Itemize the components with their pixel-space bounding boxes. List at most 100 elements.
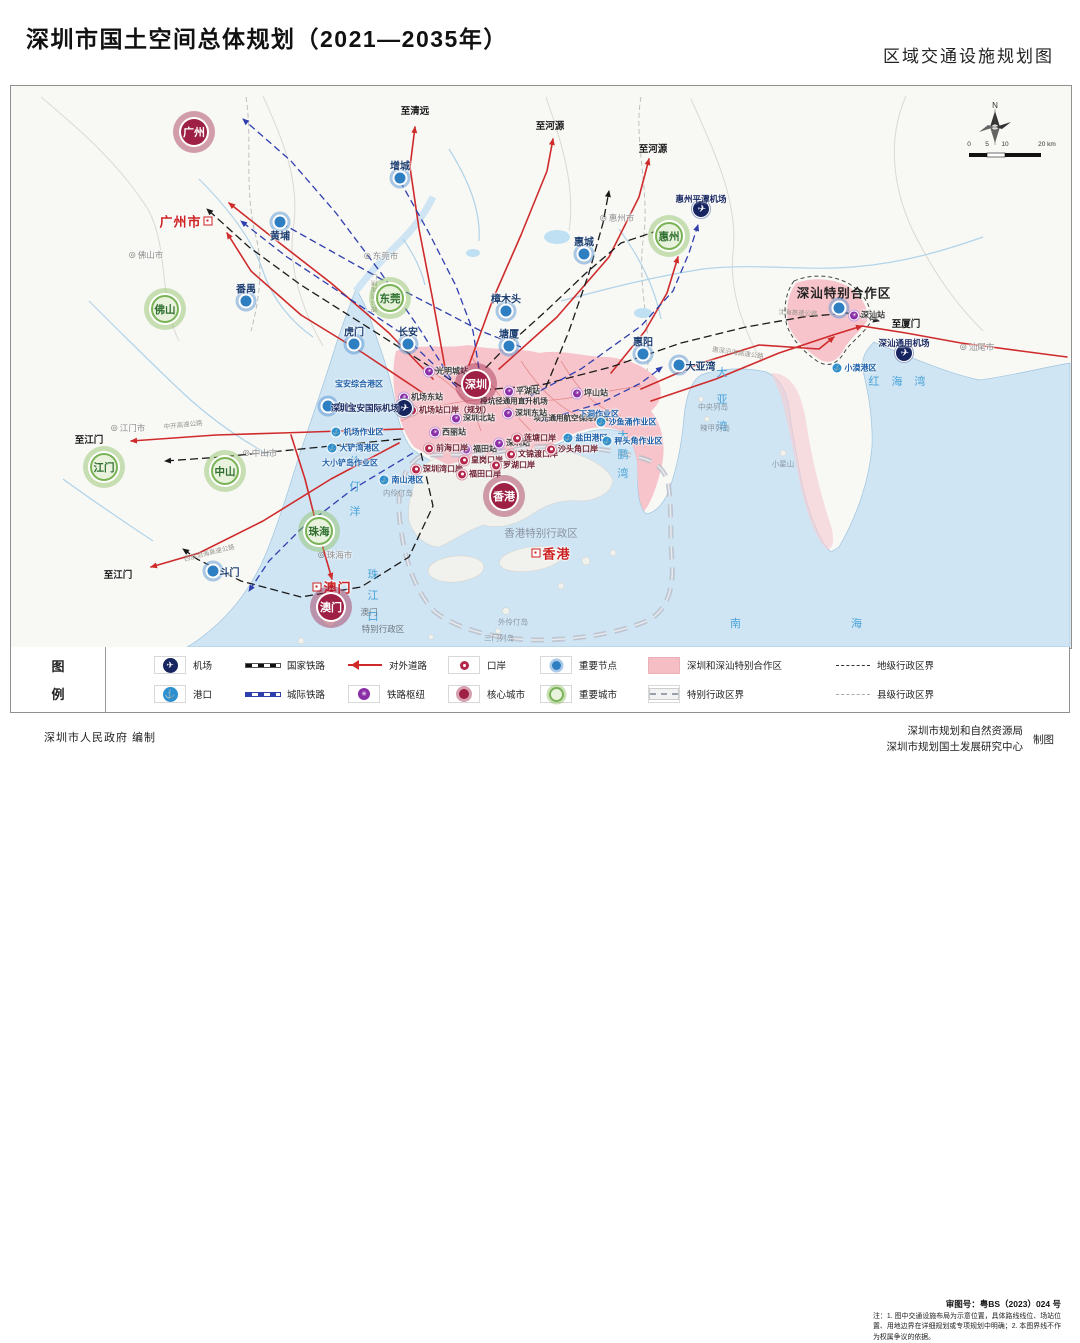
node-label: 虎门	[344, 327, 364, 339]
government-city-name: 广州市	[159, 214, 202, 230]
anchor-icon: ⚓	[330, 426, 342, 438]
prefecture-dashed-boundaries	[245, 96, 649, 372]
footer-org-1: 深圳市规划和自然资源局	[907, 725, 1024, 737]
port-area-marker: ⚓ 沙鱼涌作业区	[595, 416, 657, 428]
direction-label: 至厦门	[891, 319, 921, 330]
node-dot-icon	[205, 563, 221, 579]
renping-peninsula-tint	[771, 373, 834, 549]
rail-hub-legend-icon: ✳	[358, 688, 370, 700]
river-lines	[62, 148, 984, 542]
important-node-marker	[831, 300, 847, 316]
intercity-railway-line	[520, 224, 700, 402]
sea-name-label: 大亚湾	[715, 366, 727, 448]
prefecture-city-marker: ◎ 汕尾市	[960, 341, 995, 353]
core-city-marker: 深圳	[463, 371, 489, 397]
island-name-label: 外伶仃岛	[498, 617, 528, 627]
legend-item: ✳ 铁路枢纽	[348, 685, 448, 703]
important-node-marker: 惠阳	[633, 338, 653, 362]
node-dot-icon	[392, 170, 408, 186]
external-road-line	[610, 256, 680, 374]
legend-glyph-box	[448, 685, 480, 703]
external-road-line	[409, 126, 447, 374]
page-title: 深圳市国土空间总体规划（2021—2035年）	[26, 26, 508, 52]
hk-sar-boundary-inner	[398, 445, 674, 641]
airport-marker: ✈ 深圳宝安国际机场	[331, 399, 413, 417]
legend-item: 重要城市	[540, 685, 648, 703]
railway-hub-icon: ✳	[503, 408, 513, 418]
checkpoint-icon	[411, 464, 421, 474]
node-label: 长安	[398, 327, 418, 339]
node-dot-icon	[400, 336, 416, 352]
important-city-marker: 东莞	[376, 284, 404, 312]
highway-name-label: 沈海高速公路	[778, 308, 818, 319]
sea-name-label: 伶仃洋	[348, 455, 360, 531]
node-dot-icon	[320, 398, 336, 414]
station-label: 光明城站	[436, 366, 468, 376]
checkpoint-marker: 机场站口岸（规划）	[407, 405, 491, 416]
port-area-label: 机场作业区	[343, 427, 384, 437]
anchor-icon: ⚓	[326, 442, 338, 454]
national-railway-line	[468, 230, 658, 386]
important-city-marker: 珠海	[305, 517, 333, 545]
intercity-railway-line	[240, 220, 458, 388]
legend-row: ⚓ 港口 城际铁路 ✳ 铁路枢纽 核心城市 重要城市 特别行政区界 县级行政区界	[154, 683, 1069, 705]
core-city-marker: 澳门	[318, 594, 344, 620]
island-name-label: 辣甲列岛	[700, 423, 730, 433]
node-label: 南沙	[334, 402, 355, 414]
legend-glyph-box: ✳	[348, 685, 380, 703]
highway-name-label: 中开高速公路	[163, 419, 203, 432]
checkpoint-label: 前海口岸	[436, 443, 468, 453]
legend-item: 核心城市	[448, 685, 540, 703]
checkpoint-label: 莲塘口岸	[524, 433, 556, 443]
prefecture-city-marker: ◎ 江门市	[111, 422, 146, 434]
shenshan-boundary	[784, 275, 872, 365]
railway-hub-icon: ✳	[424, 366, 434, 376]
checkpoint-label: 机场站口岸（规划）	[419, 405, 491, 415]
legend: 图 例 ✈ 机场 国家铁路 对外道路 口岸 重要节点 深圳和深汕特别合作区 地级行政区界 ⚓ 港口…	[10, 647, 1070, 1341]
prefecture-city-marker: ◎ 惠州市	[600, 212, 635, 224]
station-label: 西丽站	[442, 427, 466, 437]
map-subtitle: 区域交通设施规划图	[883, 47, 1054, 66]
port-area-label: 秤头角作业区	[614, 436, 663, 446]
scale-tick-label: 5	[985, 141, 989, 148]
direction-label: 至江门	[74, 435, 104, 446]
airport-legend-icon: ✈	[162, 657, 178, 673]
port-area-marker: ⚓ 机场作业区	[330, 426, 384, 438]
scale-tick-label: 0	[967, 141, 971, 148]
national-railway-line	[545, 190, 611, 388]
railway-hub-marker: ✳ 西丽站	[430, 427, 466, 438]
checkpoint-marker: 罗湖口岸	[491, 460, 535, 471]
legend-item-label: 重要节点	[579, 661, 618, 672]
port-area-marker: ⚓ 南山港区	[378, 474, 424, 486]
government-seat-icon	[531, 548, 541, 558]
port-area-marker: 大小铲岛作业区	[322, 458, 378, 469]
legend-title-char: 图	[51, 659, 65, 674]
station-label: 平湖站	[516, 386, 540, 396]
port-area-label: 南山港区	[391, 475, 424, 485]
airplane-icon: ✈	[895, 344, 913, 362]
anchor-icon: ⚓	[595, 416, 607, 428]
national-railway-line	[164, 438, 402, 464]
port-legend-icon: ⚓	[162, 686, 178, 702]
node-label: 惠城	[574, 237, 594, 249]
legend-glyph-box	[540, 656, 572, 674]
important-city-legend-icon	[548, 686, 564, 702]
anchor-icon: ⚓	[831, 362, 843, 374]
important-city-marker: 佛山	[151, 295, 179, 323]
government-seat-icon	[312, 582, 322, 592]
checkpoint-label: 福田口岸	[469, 469, 501, 479]
city-ring-icon: ◎	[363, 251, 371, 260]
node-label: 樟木头	[491, 294, 521, 306]
important-node-marker: 塘厦	[499, 330, 519, 354]
legend-glyph-box	[648, 685, 680, 703]
port-area-marker: 下洞作业区	[579, 409, 619, 420]
direction-label: 至清远	[400, 106, 430, 117]
island-name-label: 小星山	[771, 459, 795, 469]
prefecture-city-marker: ◎ 珠海市	[318, 549, 353, 561]
city-ring-icon: ◎	[110, 423, 118, 432]
node-dot-icon	[238, 293, 254, 309]
port-area-marker: ⚓ 小漠港区	[831, 362, 877, 374]
sea-name-label: 南海	[730, 618, 972, 630]
node-dot-icon	[498, 303, 514, 319]
prefecture-city-label: 佛山市	[137, 250, 164, 260]
